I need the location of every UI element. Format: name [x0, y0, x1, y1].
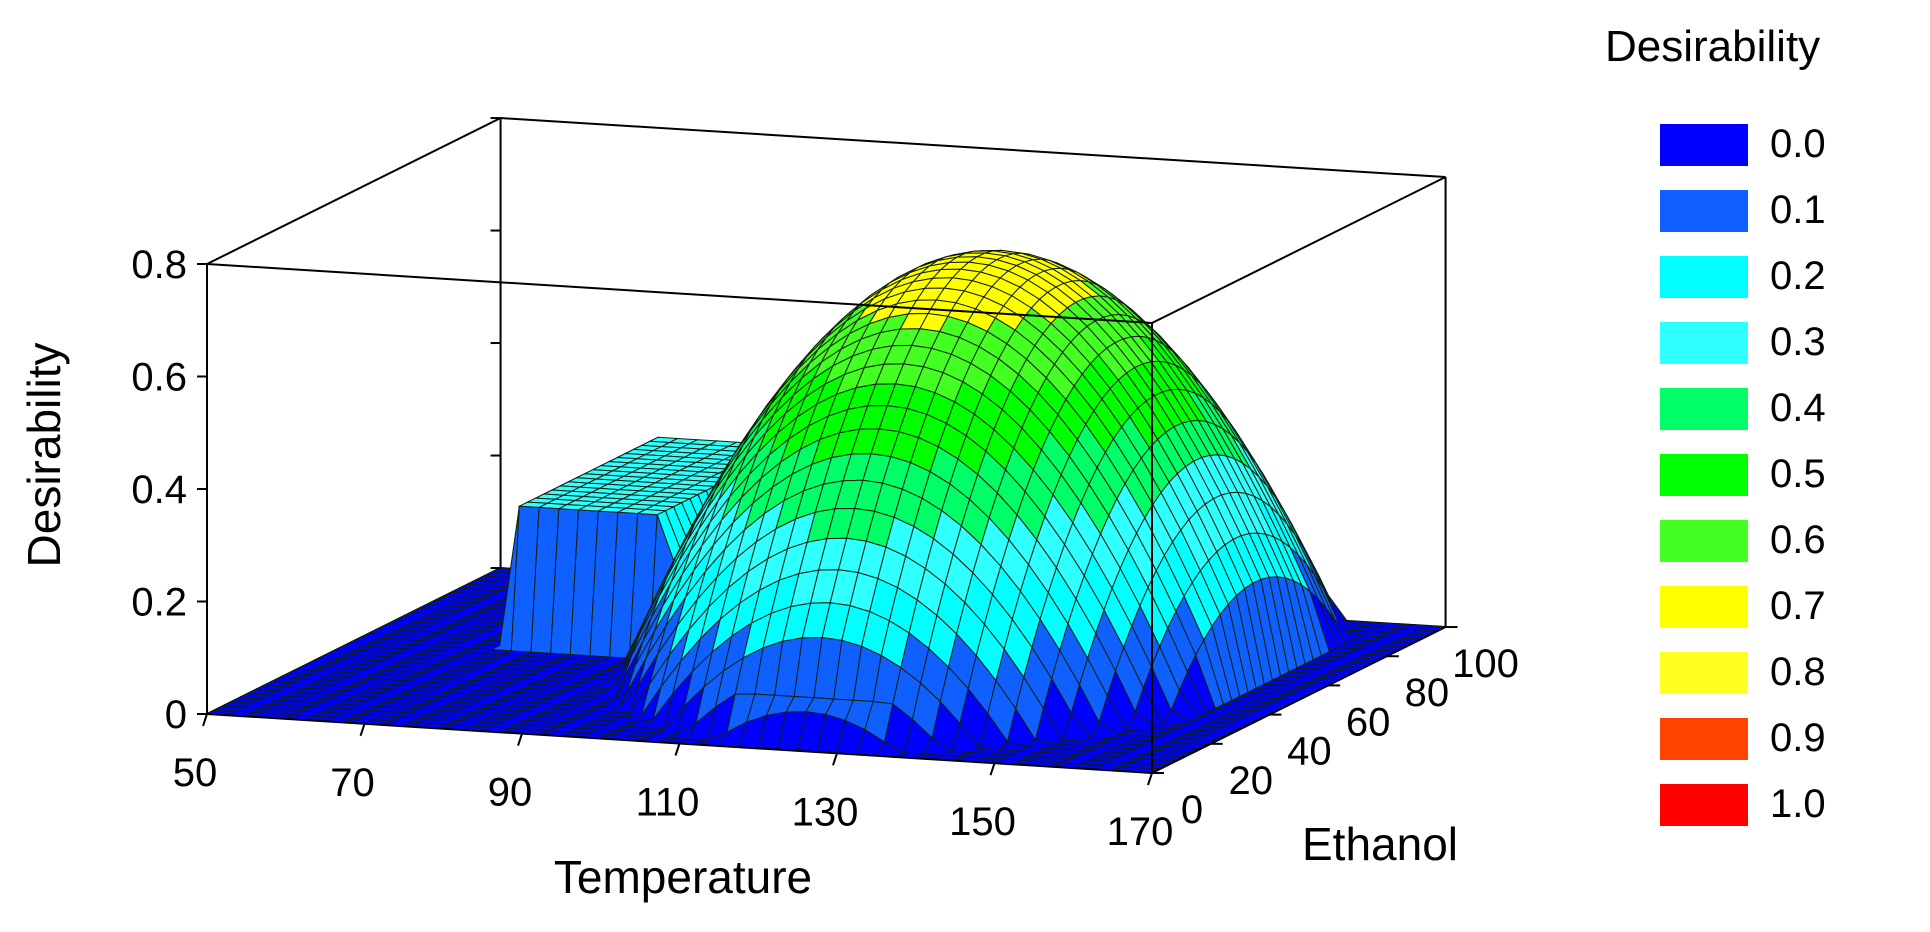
legend-item: 0.1 — [1660, 188, 1910, 232]
axis-ticks: 00.20.40.60.850 70 90 110 130 150 170 020406080… — [131, 117, 1519, 854]
legend-item: 0.3 — [1660, 320, 1910, 364]
legend-swatch — [1660, 784, 1748, 826]
legend-label: 1.0 — [1770, 782, 1826, 826]
legend-label: 0.5 — [1770, 452, 1826, 496]
x-tick-mark — [202, 713, 208, 727]
z-tick-label: 0.4 — [131, 468, 187, 512]
y-tick-label: 40 — [1287, 730, 1332, 774]
legend-swatch — [1660, 520, 1748, 562]
legend-swatch — [1660, 454, 1748, 496]
legend-item: 0.4 — [1660, 386, 1910, 430]
surface-patch — [635, 508, 668, 516]
y-tick-label: 80 — [1405, 671, 1450, 715]
legend-swatch — [1660, 124, 1748, 166]
legend-swatch — [1660, 652, 1748, 694]
legend-swatch — [1660, 322, 1748, 364]
legend-label: 0.1 — [1770, 188, 1826, 232]
z-tick-label: 0.8 — [131, 243, 187, 287]
box-edge-floor-right — [1151, 626, 1447, 774]
z-tick-label: 0.2 — [131, 581, 187, 625]
box-edge-back-top — [500, 117, 1446, 179]
legend-item: 0.9 — [1660, 716, 1910, 760]
z-tick-label: 0.6 — [131, 356, 187, 400]
x-tick-label: 170 — [1107, 810, 1174, 854]
legend-label: 0.3 — [1770, 320, 1826, 364]
y-tick-label: 60 — [1346, 700, 1391, 744]
legend-label: 0.9 — [1770, 716, 1826, 760]
box-edge-front-top — [206, 263, 1153, 324]
x-tick-label: 130 — [792, 790, 859, 834]
x-axis-label: Temperature — [554, 851, 812, 903]
x-tick-mark — [1147, 772, 1153, 786]
response-surface — [205, 249, 1448, 774]
z-tick-label: 0 — [165, 693, 187, 737]
surface-patch — [801, 602, 831, 639]
legend-item: 0.6 — [1660, 518, 1910, 562]
x-tick-mark — [359, 723, 366, 737]
legend-item: 0.0 — [1660, 122, 1910, 166]
x-tick-mark — [517, 733, 523, 746]
box-edge-top-right — [1151, 176, 1447, 324]
legend-label: 0.0 — [1770, 122, 1826, 166]
x-tick-mark — [989, 762, 996, 776]
legend-label: 0.4 — [1770, 386, 1826, 430]
y-tick-label: 100 — [1452, 642, 1519, 686]
x-tick-mark — [832, 753, 838, 766]
y-tick-label: 20 — [1228, 759, 1273, 803]
z-axis-label: Desirability — [18, 343, 70, 568]
legend-item: 0.5 — [1660, 452, 1910, 496]
legend-label: 0.2 — [1770, 254, 1826, 298]
legend-swatch — [1660, 256, 1748, 298]
x-tick-label: 70 — [330, 761, 375, 805]
legend-swatch — [1660, 388, 1748, 430]
x-tick-mark — [674, 743, 681, 756]
x-tick-label: 90 — [488, 771, 533, 815]
legend-item: 0.7 — [1660, 584, 1910, 628]
y-tick-label: 0 — [1181, 788, 1203, 832]
legend-label: 0.8 — [1770, 650, 1826, 694]
legend-label: 0.6 — [1770, 518, 1826, 562]
x-tick-label: 110 — [636, 781, 700, 825]
x-tick-label: 50 — [173, 751, 218, 795]
legend-item: 1.0 — [1660, 782, 1910, 826]
legend-swatch — [1660, 718, 1748, 760]
x-tick-label: 150 — [949, 800, 1016, 844]
legend-swatch — [1660, 586, 1748, 628]
legend-item: 0.2 — [1660, 254, 1910, 298]
legend-swatch — [1660, 190, 1748, 232]
legend-label: 0.7 — [1770, 584, 1826, 628]
box-edge-top-left — [206, 117, 502, 265]
legend-title: Desirability — [1605, 22, 1821, 71]
y-axis-label: Ethanol — [1302, 818, 1458, 870]
legend-item: 0.8 — [1660, 650, 1910, 694]
legend: Desirability 0.0 0.1 0.2 0.3 0.4 0.5 0.6 0.7 0.8… — [1605, 22, 1925, 826]
